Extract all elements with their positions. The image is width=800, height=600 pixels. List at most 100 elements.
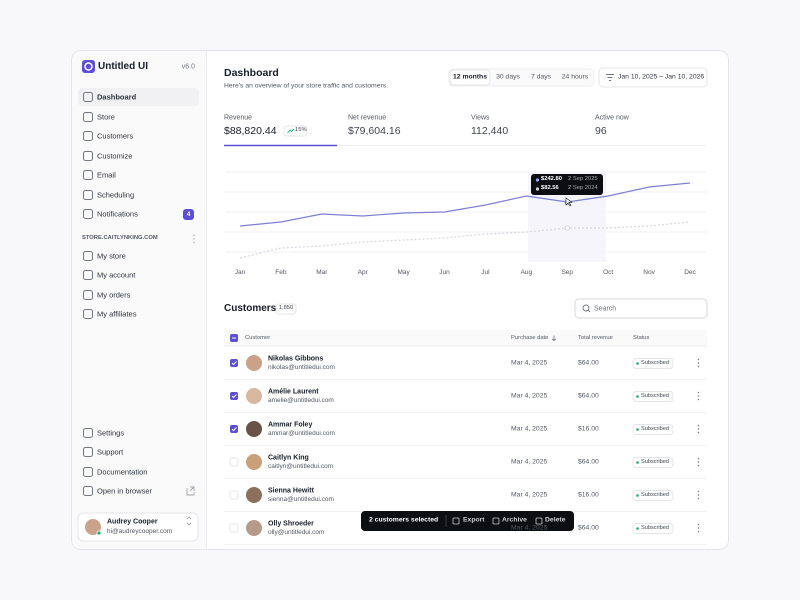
nav-item[interactable]: My store — [97, 251, 126, 261]
nav-item[interactable]: Customize — [97, 151, 133, 161]
nav-icon — [83, 112, 93, 122]
trend-icon — [287, 128, 295, 134]
date-picker[interactable] — [598, 67, 708, 88]
customer-name: Nikolas Gibbons — [268, 355, 324, 362]
status-badge — [632, 490, 674, 501]
user-name: Audrey Cooper — [107, 518, 158, 526]
user-email: hi@audreycooper.com — [107, 527, 173, 535]
metric-label[interactable]: Views — [471, 114, 490, 122]
nav-item[interactable]: Email — [97, 170, 116, 180]
total-revenue: $64.00 — [578, 458, 599, 466]
customer-avatar — [246, 520, 262, 536]
metric-value: 96 — [595, 124, 607, 137]
customer-count: 1,850 — [278, 305, 294, 312]
row-menu-dot — [697, 527, 700, 529]
total-revenue: $16.00 — [578, 491, 599, 499]
tooltip-dot — [535, 178, 540, 182]
nav-item[interactable]: Settings — [97, 428, 125, 438]
nav-item[interactable]: My affiliates — [97, 309, 137, 319]
customer-name: Olly Shroeder — [268, 520, 314, 527]
range-option[interactable]: 7 days — [530, 73, 552, 81]
row-checkbox[interactable] — [230, 392, 238, 400]
action-button[interactable]: Archive — [502, 516, 527, 524]
search-icon — [582, 304, 590, 312]
range-option[interactable]: 30 days — [496, 73, 520, 81]
status-badge — [632, 457, 674, 468]
row-checkmark — [231, 394, 237, 399]
user-card[interactable] — [77, 512, 199, 542]
x-tick-label: Sep — [561, 268, 574, 276]
selection-count: 2 customers selected — [369, 516, 439, 524]
row-checkbox[interactable] — [229, 490, 239, 500]
row-checkbox[interactable] — [230, 359, 238, 367]
tooltip-date: 2 Sep 2025 — [568, 176, 598, 183]
x-tick-label: Feb — [275, 268, 287, 276]
nav-item[interactable]: Store — [97, 112, 115, 122]
row-checkbox[interactable] — [229, 523, 239, 533]
row-checkbox[interactable] — [229, 457, 239, 467]
customer-name: Amélie Laurent — [268, 388, 319, 395]
nav-icon — [83, 486, 93, 496]
x-tick-label: Apr — [357, 268, 368, 276]
row-menu-dot — [697, 428, 700, 430]
nav-item[interactable]: Customers — [97, 131, 134, 141]
tooltip-date: 2 Sep 2024 — [568, 185, 598, 192]
user-switch-icon — [186, 516, 192, 526]
status-text: Subscribed — [641, 359, 669, 366]
range-active — [449, 69, 491, 86]
metric-label[interactable]: Revenue — [224, 114, 253, 122]
purchase-date: Mar 4, 2025 — [511, 491, 548, 499]
range-option[interactable]: 24 hours — [561, 73, 589, 81]
nav-item[interactable]: Scheduling — [97, 190, 135, 200]
page-title: Dashboard — [224, 66, 279, 79]
filter-icon — [606, 74, 614, 81]
customer-name: Caitlyn King — [268, 454, 309, 461]
nav-icon — [83, 151, 93, 161]
nav-item[interactable]: Support — [97, 447, 124, 457]
total-revenue: $64.00 — [578, 359, 599, 367]
total-revenue: $16.00 — [578, 425, 599, 433]
status-badge — [632, 523, 674, 534]
action-button[interactable]: Export — [463, 516, 485, 524]
status-text: Subscribed — [641, 491, 669, 498]
row-menu-dot — [697, 490, 700, 493]
search-box[interactable] — [574, 298, 708, 319]
section-menu-dot — [193, 241, 195, 244]
row-menu-dot — [697, 362, 700, 364]
action-icon — [492, 517, 500, 525]
metric-label[interactable]: Net revenue — [348, 114, 387, 122]
status-badge — [632, 358, 674, 369]
column-header: Total revenue — [578, 334, 613, 341]
change-value: 15% — [295, 127, 307, 134]
row-menu-dot — [697, 530, 700, 533]
row-checkbox[interactable] — [230, 425, 238, 433]
status-dot — [636, 527, 639, 530]
status-text: Subscribed — [641, 425, 669, 432]
customer-avatar — [246, 421, 262, 437]
row-menu-dot — [697, 464, 700, 467]
customer-email: olly@untitledui.com — [268, 528, 325, 536]
action-button[interactable]: Delete — [545, 516, 566, 524]
metric-label[interactable]: Active now — [595, 114, 629, 122]
sort-arrow — [551, 335, 557, 342]
customer-email: nikolas@untitledui.com — [268, 363, 335, 371]
customer-email: caitlyn@untitledui.com — [268, 462, 334, 470]
nav-item[interactable]: My orders — [97, 290, 131, 300]
x-tick-label: May — [397, 268, 410, 276]
nav-item[interactable]: My account — [97, 270, 136, 280]
column-header[interactable]: Purchase date — [511, 334, 549, 341]
nav-item[interactable]: Notifications — [97, 209, 138, 219]
range-option[interactable]: 12 months — [453, 73, 487, 81]
status-badge — [632, 424, 674, 435]
nav-item[interactable]: Documentation — [97, 467, 148, 477]
column-header: Status — [633, 334, 650, 341]
nav-item[interactable]: Dashboard — [97, 92, 137, 102]
customer-avatar — [246, 487, 262, 503]
nav-icon — [83, 467, 93, 477]
x-tick-label: Dec — [684, 268, 696, 276]
tooltip-value: $242.80 — [541, 176, 562, 183]
nav-item[interactable]: Open in browser — [97, 486, 153, 496]
status-dot — [636, 362, 639, 365]
x-tick-label: Mar — [316, 268, 328, 276]
